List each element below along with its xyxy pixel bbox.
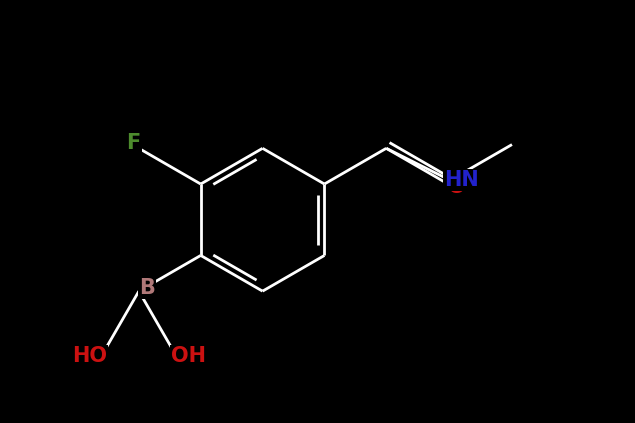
Text: OH: OH — [171, 346, 206, 366]
Text: O: O — [448, 177, 465, 197]
Text: F: F — [126, 133, 140, 153]
Text: B: B — [139, 278, 155, 298]
Text: HN: HN — [444, 170, 479, 190]
Text: HO: HO — [72, 346, 107, 366]
